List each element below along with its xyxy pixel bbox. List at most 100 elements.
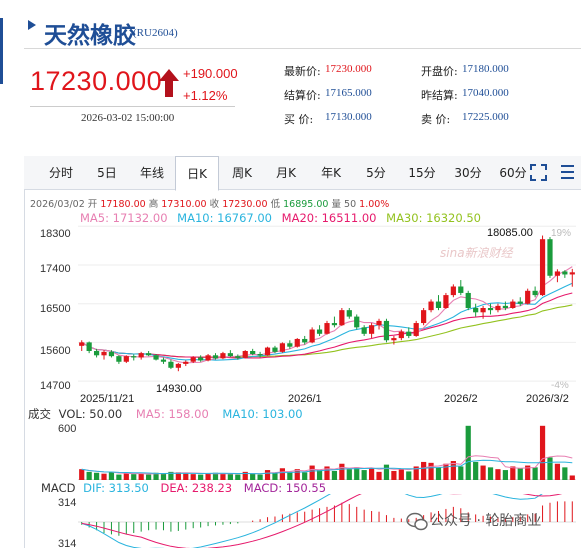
- title-divider: [24, 48, 581, 49]
- ohlc-open: 17180.00: [100, 199, 146, 210]
- contract-code: (RU2604): [133, 27, 178, 39]
- candle-body: [562, 271, 568, 275]
- candle-body: [294, 338, 300, 347]
- candle-body: [421, 310, 427, 324]
- volume-bar: [250, 473, 256, 480]
- left-accent-bar: [0, 18, 3, 84]
- pct-tick-label: 19%: [551, 228, 572, 239]
- volume-bar: [146, 474, 152, 480]
- volume-bar: [510, 466, 516, 480]
- macd-chart: [78, 494, 576, 548]
- prev-settle-label: 昨结算:: [421, 89, 458, 102]
- tab-daily-k[interactable]: 日K: [175, 156, 219, 191]
- volume-bar: [443, 463, 449, 480]
- y-tick-label: 18300: [40, 228, 71, 240]
- candle-body: [190, 357, 196, 362]
- tab-5day[interactable]: 5日: [97, 166, 117, 180]
- macd-label: MACD: [41, 481, 76, 495]
- low-annotation: 14930.00: [156, 383, 202, 395]
- volume-bar: [473, 461, 479, 480]
- volume-bar: [190, 474, 196, 480]
- tab-monthly-k[interactable]: 月K: [276, 166, 296, 180]
- quote-timestamp: 2026-03-02 15:00:00: [81, 112, 175, 124]
- x-tick-label: 2026/2: [444, 393, 478, 405]
- candle-body: [443, 295, 449, 308]
- latest-price-label: 最新价:: [284, 65, 321, 78]
- prev-settle-value: 17040.000: [462, 87, 509, 99]
- y-tick-label: 15600: [40, 345, 71, 357]
- candle-body: [480, 308, 486, 313]
- ohlc-pct: 1.00%: [359, 199, 390, 210]
- ma10-line: [81, 282, 573, 361]
- candle-body: [487, 308, 494, 311]
- macd-dif-line: [81, 494, 543, 548]
- price-divider: [30, 106, 235, 107]
- volume-bar: [153, 472, 159, 480]
- volume-value: VOL: 50.00: [58, 407, 123, 421]
- volume-bar: [272, 472, 278, 480]
- volume-bar: [383, 464, 390, 480]
- volume-bar: [428, 462, 434, 480]
- candle-body: [465, 292, 471, 308]
- wechat-icon: [406, 512, 428, 531]
- high-annotation: 18085.00: [487, 227, 533, 239]
- macd-dif: DIF: 313.50: [83, 481, 149, 495]
- volume-bar: [287, 471, 293, 480]
- ohlc-high-label: 高: [148, 199, 159, 210]
- candle-body: [435, 301, 442, 308]
- candle-body: [502, 305, 508, 308]
- volume-bar: [465, 425, 471, 480]
- ma20-legend: MA20: 16511.00: [281, 211, 377, 225]
- ma5-legend: MA5: 17132.00: [80, 211, 168, 225]
- candle-body: [287, 343, 293, 347]
- volume-bar: [331, 470, 338, 480]
- ask-price-value: 17225.000: [462, 111, 509, 123]
- candle-body: [547, 239, 553, 276]
- tab-60min[interactable]: 60分: [499, 166, 527, 180]
- volume-bar: [220, 473, 226, 480]
- candle-body: [205, 355, 211, 361]
- tab-yearly-k[interactable]: 年K: [321, 166, 341, 180]
- volume-bar: [123, 473, 129, 480]
- watermark-text: 公众号 · 轮胎商业: [430, 513, 542, 529]
- candle-body: [257, 354, 263, 356]
- candle-body: [510, 301, 516, 308]
- tab-weekly-k[interactable]: 周K: [232, 166, 252, 180]
- macd-legend: MACD DIF: 313.50 DEA: 238.23 MACD: 150.5…: [41, 481, 327, 495]
- candle-body: [376, 320, 382, 326]
- tab-30min[interactable]: 30分: [454, 166, 482, 180]
- fullscreen-icon[interactable]: [530, 164, 547, 181]
- ma10-legend: MA10: 16767.00: [177, 211, 272, 225]
- candle-body: [383, 320, 390, 341]
- candle-body: [108, 351, 115, 357]
- bid-price-label: 买 价:: [284, 113, 314, 126]
- macd-value: MACD: 150.55: [243, 481, 327, 495]
- y-tick-label: 16500: [40, 303, 71, 315]
- candle-body: [138, 353, 144, 358]
- volume-bar: [235, 474, 241, 480]
- volume-bar: [391, 470, 397, 480]
- candle-body: [331, 323, 338, 326]
- tab-15min[interactable]: 15分: [408, 166, 436, 180]
- candle-body: [79, 342, 85, 346]
- volume-bar: [131, 474, 137, 480]
- tab-intraday[interactable]: 分时: [48, 166, 73, 180]
- candle-body: [324, 323, 330, 334]
- volume-bar: [175, 472, 181, 480]
- volume-bar: [406, 471, 412, 480]
- latest-price-value: 17230.000: [325, 63, 372, 75]
- candle-body: [235, 356, 241, 358]
- menu-icon[interactable]: [560, 163, 575, 181]
- candle-body: [309, 329, 315, 343]
- tab-year-line[interactable]: 年线: [139, 166, 164, 180]
- tab-5min[interactable]: 5分: [366, 166, 386, 180]
- candle-body: [123, 356, 129, 362]
- volume-bar: [212, 472, 219, 480]
- open-price-value: 17180.000: [462, 63, 509, 75]
- candle-body: [458, 286, 464, 293]
- volume-chart: [78, 425, 576, 480]
- ohlc-open-label: 开: [87, 199, 98, 210]
- volume-bar: [487, 467, 494, 480]
- ask-price-label: 卖 价:: [421, 113, 451, 126]
- candle-body: [361, 327, 367, 334]
